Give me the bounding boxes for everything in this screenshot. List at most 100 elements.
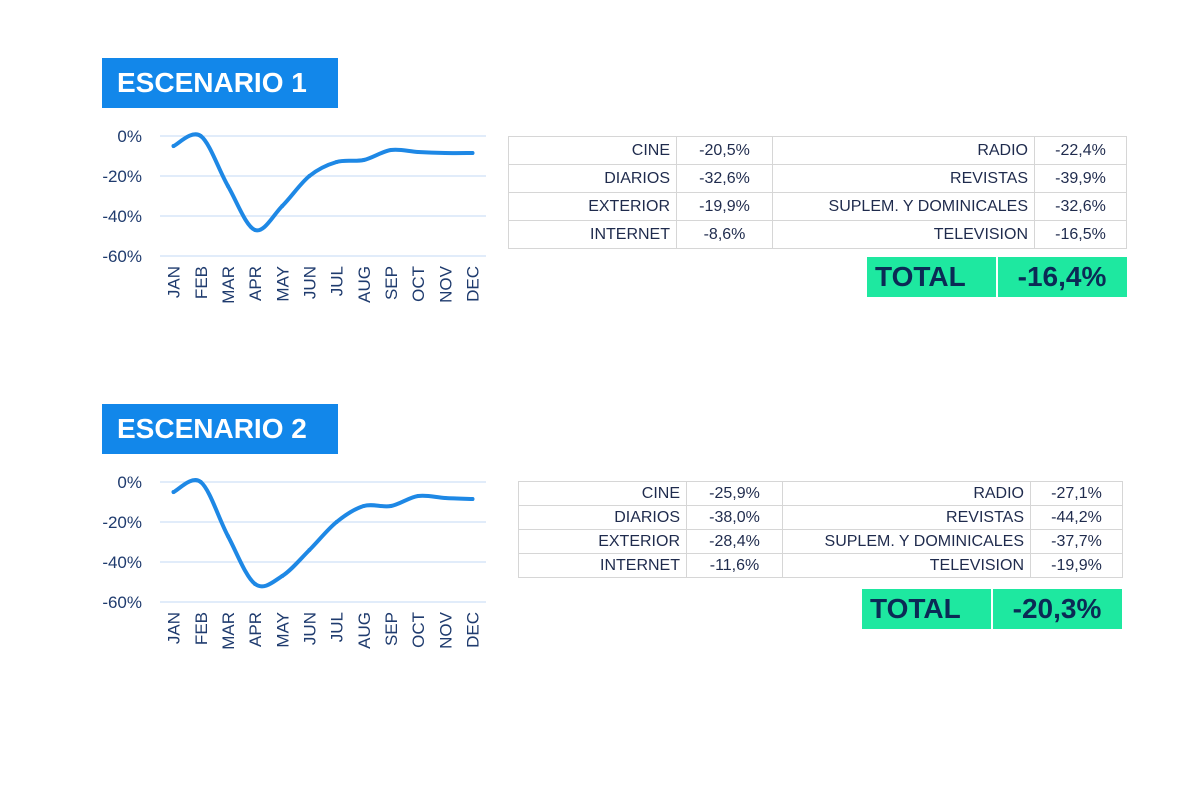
x-tick-label: NOV — [436, 611, 455, 649]
media-label: RADIO — [782, 481, 1031, 506]
x-tick-label: DEC — [463, 266, 482, 302]
table-row: INTERNET -11,6% TELEVISION -19,9% — [518, 553, 1123, 578]
data-point — [388, 504, 393, 508]
x-tick-label: DEC — [463, 612, 482, 648]
data-point — [416, 150, 421, 154]
data-point — [225, 534, 230, 538]
table-row: CINE -20,5% RADIO -22,4% — [508, 136, 1127, 165]
data-point — [470, 497, 475, 501]
line-chart: 0% -20% -40% -60% JAN FEB MAR APR MAY JUN JUL AUG SE… — [102, 473, 486, 650]
media-value: -25,9% — [686, 481, 783, 506]
media-label: CINE — [508, 136, 677, 165]
media-label: SUPLEM. Y DOMINICALES — [782, 529, 1031, 554]
x-tick-label: NOV — [436, 265, 455, 303]
data-point — [198, 134, 203, 138]
media-label: INTERNET — [518, 553, 687, 578]
x-tick-label: OCT — [409, 612, 428, 648]
y-tick-label: 0% — [117, 473, 142, 492]
media-value: -39,9% — [1034, 164, 1127, 193]
data-point — [307, 548, 312, 552]
data-point — [443, 151, 448, 155]
scenario-2-section: ESCENARIO 2 0% -20% -40% -60% JAN FEB MAR APR MA… — [0, 404, 1200, 744]
table-row: DIARIOS -32,6% REVISTAS -39,9% — [508, 164, 1127, 193]
x-tick-label: SEP — [382, 612, 401, 646]
x-tick-label: APR — [246, 612, 265, 647]
media-label: EXTERIOR — [518, 529, 687, 554]
data-point — [198, 480, 203, 484]
media-value: -28,4% — [686, 529, 783, 554]
x-tick-label: JAN — [165, 266, 184, 298]
x-tick-label: JUN — [300, 612, 319, 645]
data-point — [225, 184, 230, 188]
y-tick-label: -40% — [102, 553, 142, 572]
data-point — [253, 582, 258, 586]
table-row: EXTERIOR -19,9% SUPLEM. Y DOMINICALES -3… — [508, 192, 1127, 221]
table-row: EXTERIOR -28,4% SUPLEM. Y DOMINICALES -3… — [518, 529, 1123, 554]
total-value: -20,3% — [1012, 593, 1102, 624]
x-tick-label: MAR — [219, 266, 238, 304]
data-point — [470, 151, 475, 155]
table-row: DIARIOS -38,0% REVISTAS -44,2% — [518, 505, 1123, 530]
x-tick-label: FEB — [192, 266, 211, 299]
media-value: -37,7% — [1030, 529, 1123, 554]
media-value: -38,0% — [686, 505, 783, 530]
y-tick-label: -40% — [102, 207, 142, 226]
media-value: -8,6% — [676, 220, 773, 249]
data-point — [334, 520, 339, 524]
total-value: -16,4% — [1017, 261, 1107, 292]
total-box: TOTAL -20,3% — [862, 589, 1122, 629]
x-tick-label: MAY — [273, 612, 292, 648]
x-tick-label: MAY — [273, 266, 292, 302]
media-label: DIARIOS — [508, 164, 677, 193]
media-variation-table: CINE -20,5% RADIO -22,4% DIARIOS -32,6% … — [508, 136, 1127, 249]
media-value: -32,6% — [1034, 192, 1127, 221]
x-tick-label: OCT — [409, 266, 428, 302]
series-line — [171, 132, 475, 233]
media-label: DIARIOS — [518, 505, 687, 530]
media-value: -19,9% — [676, 192, 773, 221]
y-tick-label: 0% — [117, 127, 142, 146]
data-point — [443, 496, 448, 500]
y-tick-label: -60% — [102, 247, 142, 266]
x-tick-label: JAN — [165, 612, 184, 644]
media-label: REVISTAS — [782, 505, 1031, 530]
x-tick-label: JUL — [328, 266, 347, 296]
media-label: EXTERIOR — [508, 192, 677, 221]
data-point — [171, 490, 176, 494]
media-label: TELEVISION — [772, 220, 1035, 249]
scenario-title: ESCENARIO 1 — [102, 58, 338, 108]
data-point — [361, 504, 366, 508]
media-value: -22,4% — [1034, 136, 1127, 165]
data-point — [334, 160, 339, 164]
data-point — [280, 204, 285, 208]
line-chart: 0% -20% -40% -60% JAN FEB MAR APR MAY JUN JUL AUG SE… — [102, 127, 486, 304]
data-point — [361, 158, 366, 162]
media-value: -27,1% — [1030, 481, 1123, 506]
media-variation-table: CINE -25,9% RADIO -27,1% DIARIOS -38,0% … — [518, 481, 1123, 578]
y-tick-label: -20% — [102, 513, 142, 532]
media-value: -44,2% — [1030, 505, 1123, 530]
data-point — [307, 174, 312, 178]
data-point — [416, 494, 421, 498]
x-tick-label: AUG — [355, 612, 374, 649]
scenario-1-section: ESCENARIO 1 0% -20% -40% -60% JAN FEB MAR APR MA… — [0, 58, 1200, 398]
media-value: -32,6% — [676, 164, 773, 193]
media-label: INTERNET — [508, 220, 677, 249]
media-label: REVISTAS — [772, 164, 1035, 193]
x-tick-label: MAR — [219, 612, 238, 650]
table-row: CINE -25,9% RADIO -27,1% — [518, 481, 1123, 506]
scenario-title: ESCENARIO 2 — [102, 404, 338, 454]
y-tick-label: -60% — [102, 593, 142, 612]
total-label: TOTAL — [862, 589, 993, 629]
data-point — [171, 144, 176, 148]
total-label: TOTAL — [867, 257, 998, 297]
x-tick-label: JUN — [300, 266, 319, 299]
x-tick-label: FEB — [192, 612, 211, 645]
media-label: CINE — [518, 481, 687, 506]
x-tick-label: JUL — [328, 612, 347, 642]
media-label: RADIO — [772, 136, 1035, 165]
media-value: -19,9% — [1030, 553, 1123, 578]
series-line — [171, 478, 475, 589]
data-point — [280, 574, 285, 578]
table-row: INTERNET -8,6% TELEVISION -16,5% — [508, 220, 1127, 249]
